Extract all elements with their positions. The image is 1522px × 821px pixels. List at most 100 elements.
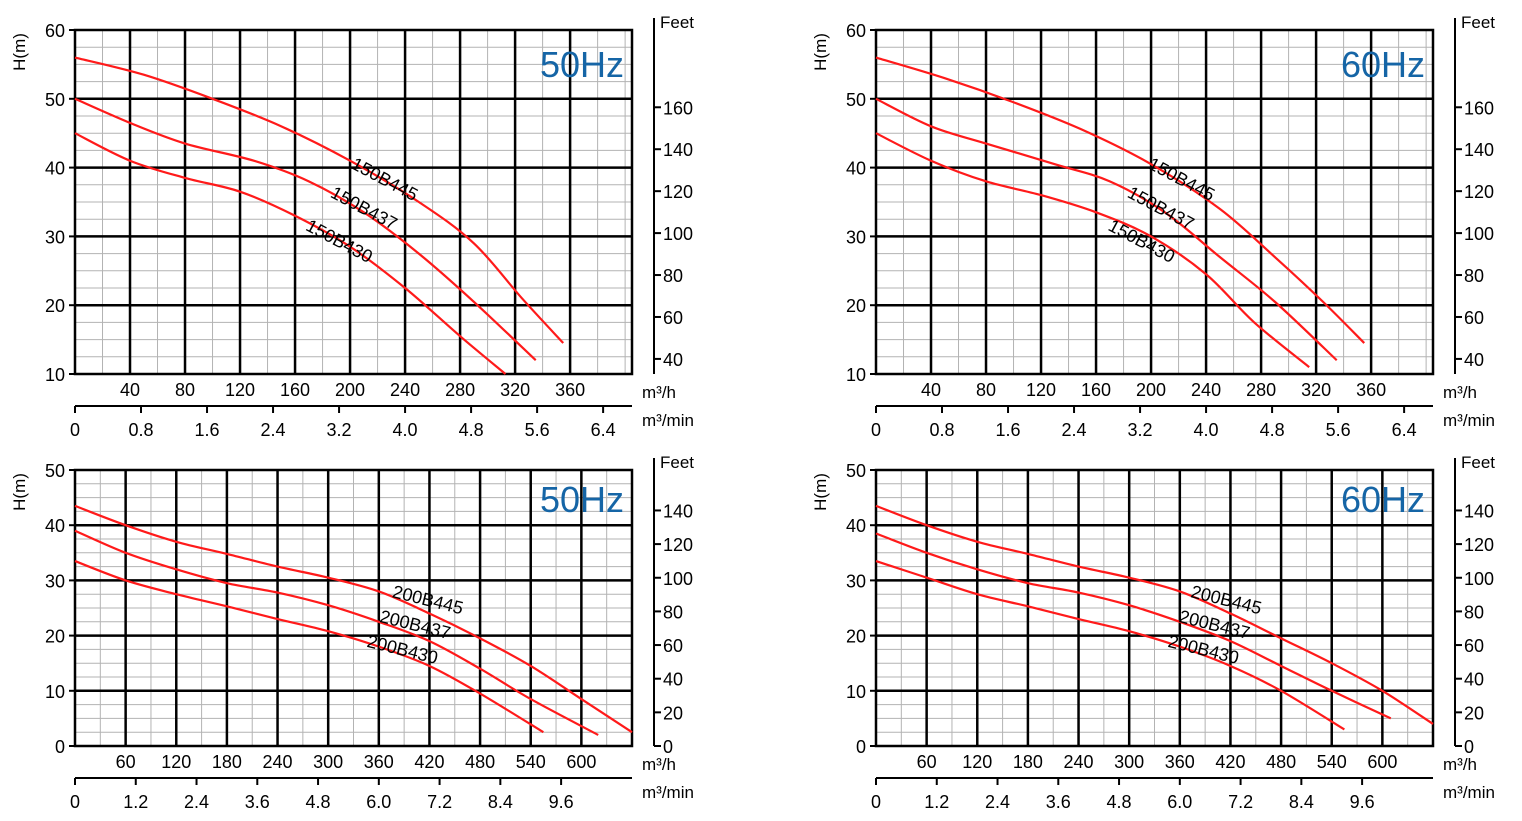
y-tick-label: 50 [45,461,65,481]
y-tick-label: 20 [846,296,866,316]
flow-h-tick-label: 160 [1081,380,1111,400]
flow-h-tick-label: 200 [1136,380,1166,400]
flow-min-tick-label: 0 [871,792,881,812]
feet-tick-label: 140 [663,501,693,521]
feet-tick-label: 40 [663,350,683,370]
flow-min-tick-label: 6.0 [366,792,391,812]
feet-tick-label: 140 [1464,140,1494,160]
y-axis-label: H(m) [811,33,830,71]
feet-tick-label: 120 [663,535,693,555]
feet-tick-label: 80 [663,266,683,286]
flow-h-tick-label: 240 [263,752,293,772]
flow-min-tick-label: 6.0 [1167,792,1192,812]
feet-tick-label: 60 [663,308,683,328]
flow-h-tick-label: 120 [962,752,992,772]
flow-min-tick-label: 0 [70,420,80,440]
series-curve-150B430 [875,132,1310,368]
y-tick-label: 10 [45,682,65,702]
flow-h-tick-label: 540 [1317,752,1347,772]
feet-tick-label: 80 [1464,266,1484,286]
feet-tick-label: 60 [1464,308,1484,328]
feet-tick-label: 60 [663,636,683,656]
flow-h-tick-label: 480 [1266,752,1296,772]
flow-h-unit-label: m³/h [642,755,676,774]
flow-min-tick-label: 4.8 [306,792,331,812]
flow-h-tick-label: 240 [1064,752,1094,772]
y-tick-label: 30 [45,227,65,247]
flow-h-tick-label: 60 [116,752,136,772]
flow-min-tick-label: 7.2 [427,792,452,812]
series-curve-150B437 [74,97,537,362]
flow-min-tick-label: 0.8 [929,420,954,440]
chart-panel-2: 10 20 30 40 50 60 H(m) Feet 40 60 80 100 120 140 160 40… [811,13,1495,440]
flow-min-tick-label: 1.6 [996,420,1021,440]
series-curve-150B430 [74,132,507,375]
flow-h-tick-label: 240 [1191,380,1221,400]
flow-h-tick-label: 280 [1246,380,1276,400]
plot-frame [73,28,634,376]
flow-h-tick-label: 120 [161,752,191,772]
feet-tick-label: 20 [1464,703,1484,723]
feet-tick-label: 100 [1464,224,1494,244]
flow-min-tick-label: 4.0 [1194,420,1219,440]
feet-tick-label: 0 [1464,737,1474,757]
feet-tick-label: 100 [1464,569,1494,589]
plot-frame [73,468,634,748]
feet-tick-label: 160 [663,98,693,118]
chart-panel-1: 10 20 30 40 50 60 H(m) Feet 40 60 80 100 120 140 160 40… [10,13,694,440]
feet-unit-label: Feet [660,453,694,472]
flow-min-tick-label: 2.4 [1062,420,1087,440]
flow-min-tick-label: 5.6 [525,420,550,440]
feet-unit-label: Feet [1461,453,1495,472]
feet-tick-label: 140 [1464,501,1494,521]
flow-min-unit-label: m³/min [642,783,694,802]
flow-h-tick-label: 180 [212,752,242,772]
feet-tick-label: 40 [1464,350,1484,370]
y-tick-label: 20 [45,296,65,316]
y-tick-label: 60 [846,21,866,41]
flow-h-tick-label: 300 [313,752,343,772]
flow-min-tick-label: 4.0 [393,420,418,440]
flow-h-tick-label: 320 [1301,380,1331,400]
flow-min-tick-label: 3.6 [245,792,270,812]
y-tick-label: 30 [846,571,866,591]
flow-min-unit-label: m³/min [1443,411,1495,430]
series-curve-200B437 [875,532,1392,720]
flow-min-tick-label: 9.6 [1350,792,1375,812]
flow-h-unit-label: m³/h [1443,383,1477,402]
y-tick-label: 40 [45,516,65,536]
y-axis-label: H(m) [10,33,29,71]
flow-h-tick-label: 40 [921,380,941,400]
series-curve-200B437 [74,529,599,736]
chart-panel-4: 0 10 20 30 40 50 H(m) Feet 0 20 40 60 80 100 120 140 60 1… [811,453,1495,812]
feet-tick-label: 0 [663,737,673,757]
flow-h-tick-label: 540 [516,752,546,772]
flow-h-tick-label: 600 [1367,752,1397,772]
flow-h-tick-label: 80 [976,380,996,400]
feet-tick-label: 140 [663,140,693,160]
series-curve-150B437 [875,97,1338,362]
series-curve-200B445 [74,504,633,734]
plot-frame [874,28,1435,376]
flow-min-unit-label: m³/min [1443,783,1495,802]
flow-h-tick-label: 60 [917,752,937,772]
feet-tick-label: 120 [663,182,693,202]
flow-min-tick-label: 1.2 [123,792,148,812]
y-tick-label: 0 [856,737,866,757]
y-tick-label: 20 [45,627,65,647]
flow-min-tick-label: 8.4 [1289,792,1314,812]
y-tick-label: 50 [846,90,866,110]
flow-min-tick-label: 0 [871,420,881,440]
flow-min-tick-label: 6.4 [1392,420,1417,440]
flow-h-tick-label: 420 [1215,752,1245,772]
feet-unit-label: Feet [660,13,694,32]
flow-min-tick-label: 2.4 [184,792,209,812]
flow-h-tick-label: 360 [1356,380,1386,400]
flow-h-tick-label: 160 [280,380,310,400]
flow-min-tick-label: 8.4 [488,792,513,812]
flow-h-tick-label: 200 [335,380,365,400]
flow-min-tick-label: 7.2 [1228,792,1253,812]
y-tick-label: 60 [45,21,65,41]
flow-h-tick-label: 600 [566,752,596,772]
